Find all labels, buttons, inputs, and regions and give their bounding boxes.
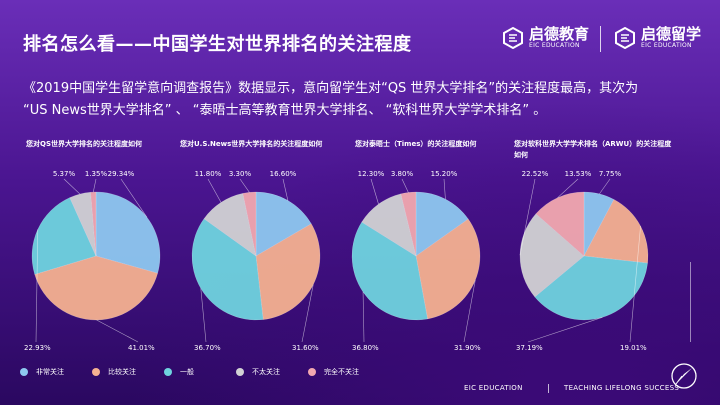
data-label: 36.80%: [352, 344, 379, 352]
pie-slice: [203, 193, 257, 257]
eic-logo-icon-2: [615, 27, 635, 49]
pie-slice: [400, 191, 417, 257]
footer-left: EIC EDUCATION: [464, 384, 523, 392]
pie-slice: [583, 199, 649, 264]
data-label: 1.35%: [85, 170, 108, 178]
legend-swatch: [236, 368, 244, 376]
compass-icon[interactable]: [670, 362, 698, 390]
logo2-en: EIC EDUCATION: [641, 42, 692, 49]
data-label: 31.90%: [454, 344, 481, 352]
leader-line: [120, 178, 148, 218]
data-label: 22.52%: [522, 170, 549, 178]
logo2-cn: 启德留学: [641, 25, 702, 43]
leader-line: [282, 178, 289, 201]
leader-line: [63, 178, 81, 195]
legend-swatch: [308, 368, 316, 376]
leader-line: [301, 284, 314, 343]
chart-title-qs: 您对QS世界大学排名的关注程度如何: [26, 140, 142, 148]
pie-slice: [415, 191, 469, 257]
leader-line: [443, 178, 446, 200]
leader-line: [401, 178, 409, 193]
legend-item: 不太关注: [236, 367, 308, 377]
summary-line-2: “US News世界大学排名” 、 “泰晤士高等教育世界大学排名、 “软科世界大…: [23, 103, 547, 118]
leader-line: [92, 178, 97, 193]
summary-paragraph: 《2019中国学生留学意向调查报告》数据显示，意向留学生对“QS 世界大学排名”…: [23, 78, 703, 122]
data-label: 3.30%: [229, 170, 252, 178]
pie-slice: [31, 197, 97, 275]
leader-line: [629, 226, 641, 343]
legend-item: 比较关注: [92, 367, 164, 377]
chart-title-usnews: 您对U.S.News世界大学排名的关注程度如何: [180, 140, 323, 148]
data-label: 15.20%: [431, 170, 458, 178]
summary-line-1: 《2019中国学生留学意向调查报告》数据显示，意向留学生对“QS 世界大学排名”…: [23, 81, 639, 96]
legend-item: 一般: [164, 367, 236, 377]
pie-slice: [255, 191, 312, 257]
data-label: 19.01%: [620, 344, 647, 352]
footer-right: TEACHING LIFELONG SUCCESS: [564, 384, 680, 392]
data-label: 29.34%: [108, 170, 135, 178]
legend-label: 一般: [180, 368, 194, 376]
data-label: 12.30%: [358, 170, 385, 178]
data-label: 36.70%: [194, 344, 221, 352]
data-label: 22.93%: [24, 344, 51, 352]
data-label: 41.01%: [128, 344, 155, 352]
chart-title-arwu: 您对软科世界大学学术排名（ARWU）的关注程度如何: [514, 140, 672, 159]
leader-line: [239, 178, 250, 193]
eic-education-logo: 启德教育 EIC EDUCATION: [502, 26, 589, 50]
data-label: 31.60%: [292, 344, 319, 352]
footer-divider: [548, 384, 549, 393]
data-label: 16.60%: [270, 170, 297, 178]
leader-line: [519, 178, 536, 256]
leader-line: [557, 178, 579, 198]
data-label: 11.80%: [195, 170, 222, 178]
legend: 非常关注 比较关注 一般 不太关注 完全不关注: [20, 367, 380, 377]
pie-slice: [351, 221, 428, 321]
legend-label: 非常关注: [36, 368, 64, 376]
legend-swatch: [164, 368, 172, 376]
data-label: 5.37%: [53, 170, 76, 178]
decorative-line: [690, 262, 691, 342]
data-label: 3.80%: [391, 170, 414, 178]
leader-line: [200, 288, 207, 343]
eic-study-abroad-logo: 启德留学 EIC EDUCATION: [614, 26, 701, 50]
leader-line: [35, 229, 39, 343]
legend-label: 比较关注: [108, 368, 136, 376]
leader-line: [96, 319, 139, 343]
legend-item: 非常关注: [20, 367, 92, 377]
pie-slice: [583, 191, 615, 257]
legend-label: 不太关注: [252, 368, 280, 376]
eic-logo-icon: [503, 27, 523, 49]
pie-slice: [535, 191, 585, 257]
pie-slice: [95, 191, 161, 274]
pie-slice: [34, 255, 158, 321]
chart-title-times: 您对泰晤士（Times）的关注程度如何: [355, 140, 477, 148]
leader-line: [362, 291, 365, 343]
leader-line: [207, 178, 222, 203]
logo-divider: [600, 26, 601, 52]
data-label: 7.75%: [599, 170, 622, 178]
legend-label: 完全不关注: [324, 368, 359, 376]
logo1-cn: 启德教育: [529, 25, 590, 43]
pie-slice: [534, 255, 648, 321]
pie-slice: [361, 193, 417, 257]
logo1-en: EIC EDUCATION: [529, 42, 580, 49]
leader-line: [599, 178, 611, 195]
legend-item: 完全不关注: [308, 367, 380, 377]
legend-swatch: [92, 368, 100, 376]
data-label: 13.53%: [565, 170, 592, 178]
leader-line: [527, 317, 603, 343]
leader-line: [370, 178, 379, 205]
page-title: 排名怎么看——中国学生对世界排名的关注程度: [23, 34, 412, 55]
data-label: 37.19%: [516, 344, 543, 352]
leader-line: [463, 280, 476, 343]
pie-slice: [519, 213, 585, 298]
legend-swatch: [20, 368, 28, 376]
pie-slice: [191, 218, 264, 321]
